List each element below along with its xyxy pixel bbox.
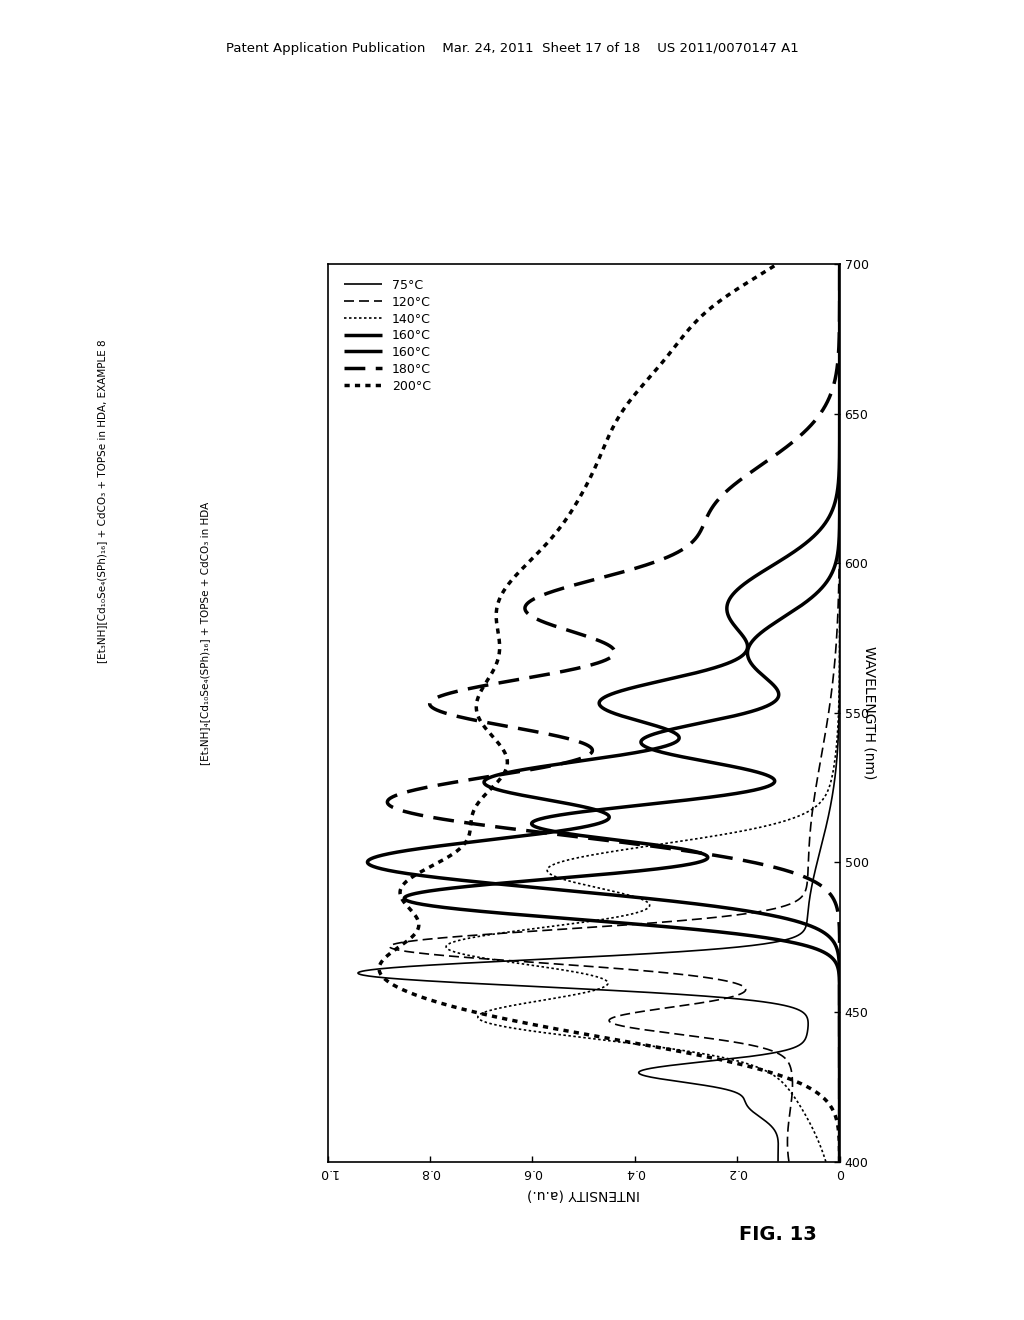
Legend: 75°C, 120°C, 140°C, 160°C, 160°C, 180°C, 200°C: 75°C, 120°C, 140°C, 160°C, 160°C, 180°C,… [344, 280, 431, 393]
Text: Patent Application Publication    Mar. 24, 2011  Sheet 17 of 18    US 2011/00701: Patent Application Publication Mar. 24, … [225, 42, 799, 55]
Y-axis label: WAVELENGTH (nm): WAVELENGTH (nm) [863, 645, 877, 780]
X-axis label: INTENSITY (a.u.): INTENSITY (a.u.) [527, 1188, 640, 1201]
Text: [Et₃NH][Cd₁₀Se₄(SPh)₁₆] + CdCO₃ + TOPSe in HDA, EXAMPLE 8: [Et₃NH][Cd₁₀Se₄(SPh)₁₆] + CdCO₃ + TOPSe … [97, 339, 108, 664]
Text: [Et₃NH]₄[Cd₁₀Se₄(SPh)₁₆] + TOPSe + CdCO₃ in HDA: [Et₃NH]₄[Cd₁₀Se₄(SPh)₁₆] + TOPSe + CdCO₃… [200, 502, 210, 766]
Text: FIG. 13: FIG. 13 [739, 1225, 817, 1243]
